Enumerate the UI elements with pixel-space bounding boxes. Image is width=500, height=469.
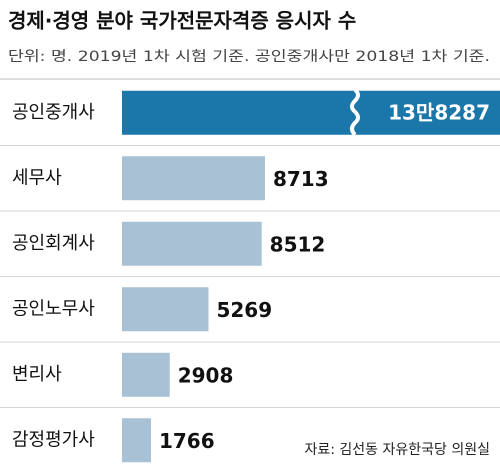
bar [122, 156, 265, 201]
category-label: 감정평가사 [12, 429, 95, 450]
value-label: 1766 [159, 429, 215, 453]
category-label: 공인회계사 [12, 233, 95, 254]
bar [122, 418, 151, 463]
value-label: 13만8287 [388, 100, 490, 124]
source: 자료: 김선동 자유한국당 의원실 [304, 442, 490, 458]
value-label: 5269 [216, 298, 272, 322]
bar [122, 352, 170, 397]
bar [122, 287, 209, 332]
axis-break [350, 88, 360, 137]
bar [122, 90, 500, 135]
chart-title: 경제·경영 분야 국가전문자격증 응시자 수 [8, 9, 356, 33]
chart-subtitle: 단위: 명. 2019년 1차 시험 기준. 공인중개사만 2018년 1차 기… [8, 49, 490, 65]
category-label: 세무사 [12, 167, 62, 188]
value-label: 2908 [178, 363, 234, 387]
bar [122, 221, 262, 266]
category-label: 공인중개사 [12, 102, 95, 123]
category-label: 변리사 [12, 364, 62, 385]
value-label: 8512 [270, 232, 326, 256]
value-label: 8713 [273, 167, 329, 191]
category-label: 공인노무사 [12, 298, 95, 319]
